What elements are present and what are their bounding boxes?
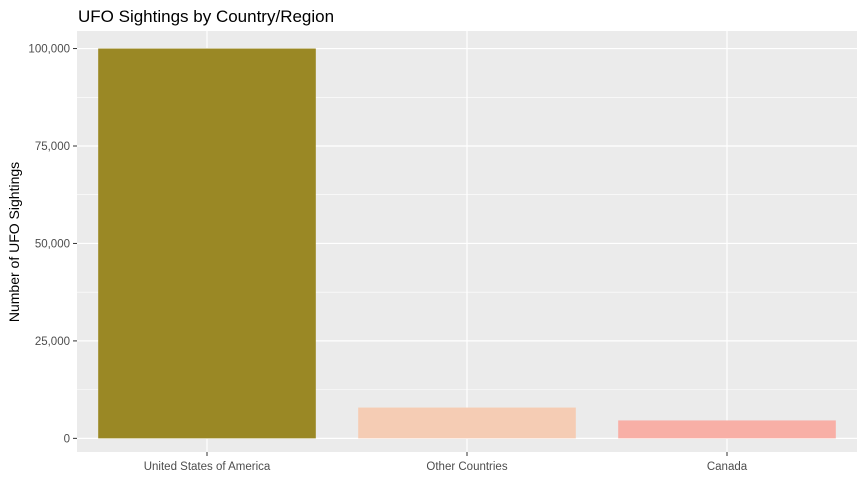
x-tick-label: Other Countries: [426, 461, 507, 473]
y-tick-label: 100,000: [28, 44, 70, 56]
y-tick-label: 50,000: [35, 238, 70, 250]
y-axis-title: Number of UFO Sightings: [6, 162, 22, 322]
bars: [98, 48, 836, 439]
bar: [358, 407, 576, 439]
bar: [98, 48, 316, 439]
y-axis-ticks: 0 25,000 50,000 75,000 100,000: [28, 44, 77, 445]
x-axis-ticks: United States of America Other Countries C…: [144, 452, 748, 473]
x-tick-label: Canada: [707, 461, 748, 473]
y-tick-label: 0: [64, 433, 70, 445]
y-tick-label: 75,000: [35, 141, 70, 153]
y-tick-label: 25,000: [35, 336, 70, 348]
x-tick-label: United States of America: [144, 461, 271, 473]
bar: [618, 420, 836, 439]
chart-title: UFO Sightings by Country/Region: [78, 7, 334, 26]
